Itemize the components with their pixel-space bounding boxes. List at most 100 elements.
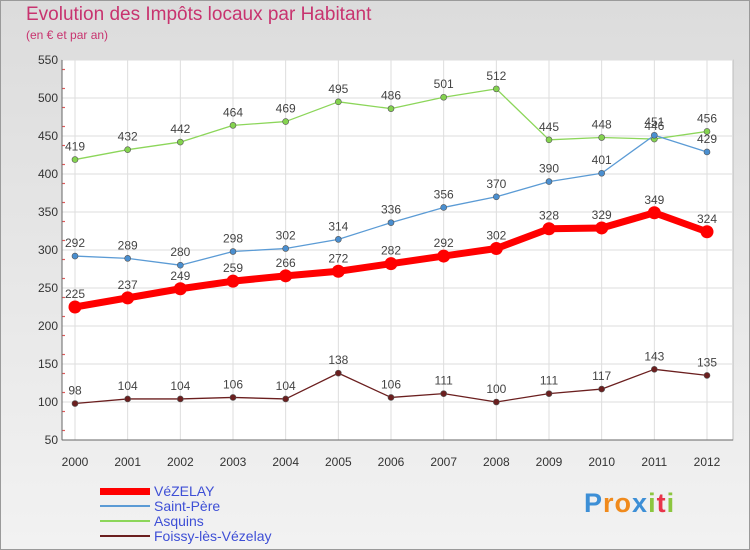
x-tick-label: 2002 — [167, 455, 194, 469]
data-point — [71, 400, 79, 407]
data-label: 111 — [435, 374, 454, 388]
data-point — [489, 241, 503, 255]
data-label: 495 — [328, 82, 348, 96]
y-tick-label: 250 — [38, 281, 58, 295]
data-point — [703, 128, 711, 135]
data-point — [545, 178, 553, 185]
data-label: 442 — [170, 122, 190, 136]
chart-subtitle: (en € et par an) — [26, 28, 109, 42]
data-label: 328 — [539, 209, 559, 223]
x-tick-label: 2000 — [62, 455, 89, 469]
y-tick-label: 300 — [38, 243, 58, 257]
data-label: 298 — [223, 232, 243, 246]
data-label: 104 — [118, 379, 138, 393]
legend-label: Foissy-lès-Vézelay — [154, 528, 272, 544]
data-label: 451 — [644, 115, 664, 129]
y-tick-label: 400 — [38, 167, 58, 181]
data-label: 302 — [276, 228, 296, 242]
data-label: 282 — [381, 244, 401, 258]
data-point — [440, 93, 447, 101]
data-label: 419 — [65, 140, 85, 154]
data-label: 249 — [170, 269, 190, 283]
data-label: 356 — [434, 187, 454, 201]
data-point — [226, 274, 240, 288]
data-label: 401 — [592, 153, 612, 167]
x-tick-label: 2010 — [588, 455, 615, 469]
data-label: 445 — [539, 120, 559, 134]
data-label: 138 — [328, 353, 348, 367]
data-label: 143 — [644, 349, 664, 363]
data-label: 100 — [486, 382, 506, 396]
data-label: 237 — [118, 278, 138, 292]
x-tick-label: 2005 — [325, 455, 352, 469]
legend-swatch — [100, 487, 150, 495]
data-point — [124, 255, 131, 262]
data-point — [598, 169, 605, 177]
data-point — [279, 269, 293, 283]
proxiti-logo: Proxiti — [584, 488, 675, 519]
legend-item: VéZELAY — [100, 483, 340, 499]
data-label: 302 — [486, 228, 506, 242]
legend-item: Asquins — [100, 513, 340, 529]
data-point — [598, 385, 605, 393]
y-tick-label: 500 — [38, 91, 58, 105]
data-point — [282, 118, 289, 125]
data-point — [437, 249, 451, 263]
data-label: 104 — [276, 379, 296, 393]
data-label: 464 — [223, 105, 243, 119]
data-point — [177, 395, 184, 403]
data-point — [598, 134, 605, 141]
data-point — [71, 252, 79, 260]
data-label: 289 — [118, 238, 138, 252]
data-label: 98 — [68, 384, 82, 398]
chart-title: Evolution des Impôts locaux par Habitant — [26, 4, 372, 25]
logo-letter: o — [614, 488, 633, 518]
data-label: 429 — [697, 132, 717, 146]
data-point — [384, 257, 398, 271]
data-point — [493, 398, 500, 406]
data-point — [545, 390, 553, 397]
x-tick-label: 2004 — [272, 455, 299, 469]
y-tick-label: 450 — [38, 129, 58, 143]
legend-item: Foissy-lès-Vézelay — [100, 528, 340, 544]
x-tick-label: 2009 — [536, 455, 563, 469]
data-label: 336 — [381, 203, 401, 217]
data-label: 292 — [434, 236, 454, 250]
data-point — [493, 85, 500, 93]
data-point — [387, 394, 395, 401]
y-tick-label: 350 — [38, 205, 58, 219]
data-label: 456 — [697, 111, 717, 125]
data-label: 272 — [328, 251, 348, 265]
data-label: 135 — [697, 355, 717, 369]
data-point — [68, 300, 82, 314]
chart-legend: VéZELAY Saint-Père Asquins Foissy-lès-Vézel… — [100, 483, 340, 544]
data-label: 104 — [170, 379, 190, 393]
data-label: 106 — [223, 377, 243, 391]
data-label: 106 — [381, 377, 401, 391]
data-label: 266 — [276, 256, 296, 270]
y-tick-label: 150 — [38, 357, 58, 371]
data-label: 469 — [276, 102, 296, 116]
y-tick-label: 550 — [38, 53, 58, 67]
legend-label: Asquins — [154, 513, 204, 529]
x-tick-label: 2012 — [694, 455, 721, 469]
data-point — [440, 390, 447, 397]
data-label: 329 — [592, 208, 612, 222]
data-label: 292 — [65, 236, 85, 250]
data-point — [647, 206, 661, 220]
logo-letter: i — [666, 488, 676, 518]
logo-letter: t — [656, 488, 667, 518]
data-point — [387, 105, 395, 112]
data-point — [282, 245, 289, 252]
data-point — [173, 282, 187, 296]
legend-label: VéZELAY — [154, 483, 215, 499]
x-tick-label: 2008 — [483, 455, 510, 469]
data-label: 280 — [170, 245, 190, 259]
data-point — [595, 221, 609, 235]
data-label: 259 — [223, 261, 243, 275]
data-point — [229, 394, 237, 401]
data-point — [493, 193, 500, 201]
data-label: 370 — [486, 177, 506, 191]
line-chart: 50 100 150 200 250 300 350 400 450 500 550 2000 2001… — [38, 53, 734, 469]
y-tick-label: 100 — [38, 395, 58, 409]
